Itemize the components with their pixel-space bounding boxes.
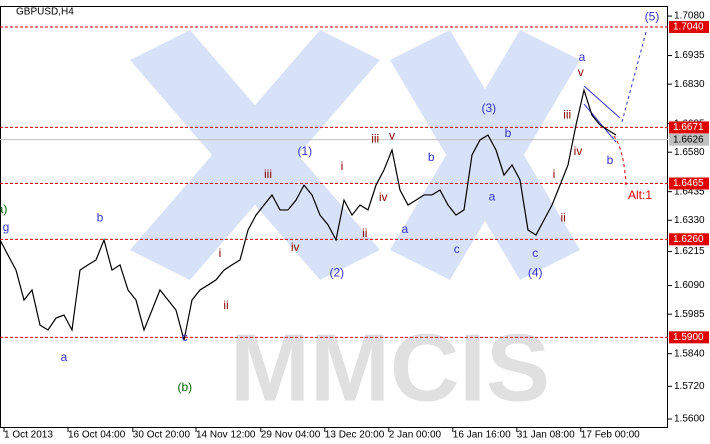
wave-label: a xyxy=(401,222,408,236)
x-tick-label: 2 Jan 00:00 xyxy=(389,430,442,441)
wave-label: c xyxy=(182,330,188,344)
wave-label: iv xyxy=(379,190,388,204)
y-tick-label: 1.5720 xyxy=(674,381,705,392)
x-tick-label: 1 Oct 2013 xyxy=(4,430,53,441)
watermark-shapes xyxy=(130,30,580,280)
wave-label: b xyxy=(505,126,512,140)
x-tick-label: 13 Dec 20:00 xyxy=(325,430,385,441)
wave-label: c xyxy=(454,242,460,256)
y-tick-label: 1.5840 xyxy=(674,348,705,359)
current-price-box xyxy=(669,133,709,146)
price-line xyxy=(0,87,617,341)
level-label-box xyxy=(669,20,709,33)
wave-label: a) xyxy=(0,202,7,216)
wave-label: iv xyxy=(291,240,300,254)
y-tick-label: 1.6935 xyxy=(674,50,705,61)
x-tick-label: 16 Oct 04:00 xyxy=(68,430,126,441)
y-tick-label: 1.5600 xyxy=(674,414,705,425)
level-label-box xyxy=(669,121,709,134)
chart-title: GBPUSD,H4 xyxy=(16,7,74,18)
x-tick-label: 14 Nov 12:00 xyxy=(196,430,256,441)
wave-label: Alt:1 xyxy=(628,188,652,202)
y-tick-label: 1.6830 xyxy=(674,79,705,90)
level-label: 1.6260 xyxy=(673,234,704,245)
y-tick-label: 1.6090 xyxy=(674,280,705,291)
wave-label: i xyxy=(553,167,556,181)
level-label: 1.6671 xyxy=(673,122,704,133)
wave-label: g xyxy=(3,220,10,234)
level-label-box xyxy=(669,331,709,344)
wave-label: iii xyxy=(264,167,272,181)
plot-frame xyxy=(0,6,668,428)
wave-label: i xyxy=(219,246,222,260)
wave-label: (4) xyxy=(528,265,543,279)
current-price-label: 1.6626 xyxy=(673,134,704,145)
wave-label: v xyxy=(578,65,584,79)
wave-label: c xyxy=(532,246,538,260)
wave-label: iv xyxy=(574,144,583,158)
wave-label: (b) xyxy=(177,380,192,394)
wave-label: b xyxy=(428,150,435,164)
x-tick-label: 31 Jan 08:00 xyxy=(517,430,575,441)
x-tick-label: 30 Oct 20:00 xyxy=(133,430,191,441)
wave-label: ii xyxy=(362,226,367,240)
wave-label: a xyxy=(61,350,68,364)
wave-label: iii xyxy=(371,131,379,145)
y-tick-label: 1.5985 xyxy=(674,309,705,320)
y-tick-label: 1.7080 xyxy=(674,11,705,22)
x-tick-label: 17 Feb 00:00 xyxy=(581,430,640,441)
wave-drawings xyxy=(583,31,647,186)
wave-label: (5) xyxy=(645,9,660,23)
level-label: 1.5900 xyxy=(673,332,704,343)
y-tick-label: 1.6330 xyxy=(674,215,705,226)
level-label: 1.7040 xyxy=(673,22,704,33)
wave-label: i xyxy=(341,159,344,173)
wave-label: b xyxy=(607,153,614,167)
watermark: MMCIS xyxy=(230,314,550,421)
level-label-box xyxy=(669,177,709,190)
wave-label: v xyxy=(389,128,395,142)
wave-label: ii xyxy=(561,210,566,224)
wave-label: a xyxy=(579,50,586,64)
wave-label: (3) xyxy=(481,101,496,115)
x-tick-label: 29 Nov 04:00 xyxy=(261,430,321,441)
wave-label: (1) xyxy=(297,144,312,158)
wave-label: a xyxy=(489,189,496,203)
level-label: 1.6465 xyxy=(673,178,704,189)
wave-label: (2) xyxy=(329,265,344,279)
wave-label: ii xyxy=(223,298,228,312)
y-tick-label: 1.6580 xyxy=(674,147,705,158)
y-tick-label: 1.6215 xyxy=(674,246,705,257)
level-label-box xyxy=(669,233,709,246)
y-tick-label: 1.6435 xyxy=(674,186,705,197)
x-tick-label: 16 Jan 16:00 xyxy=(453,430,511,441)
wave-label: iii xyxy=(563,107,571,121)
wave-label: b xyxy=(97,210,104,224)
